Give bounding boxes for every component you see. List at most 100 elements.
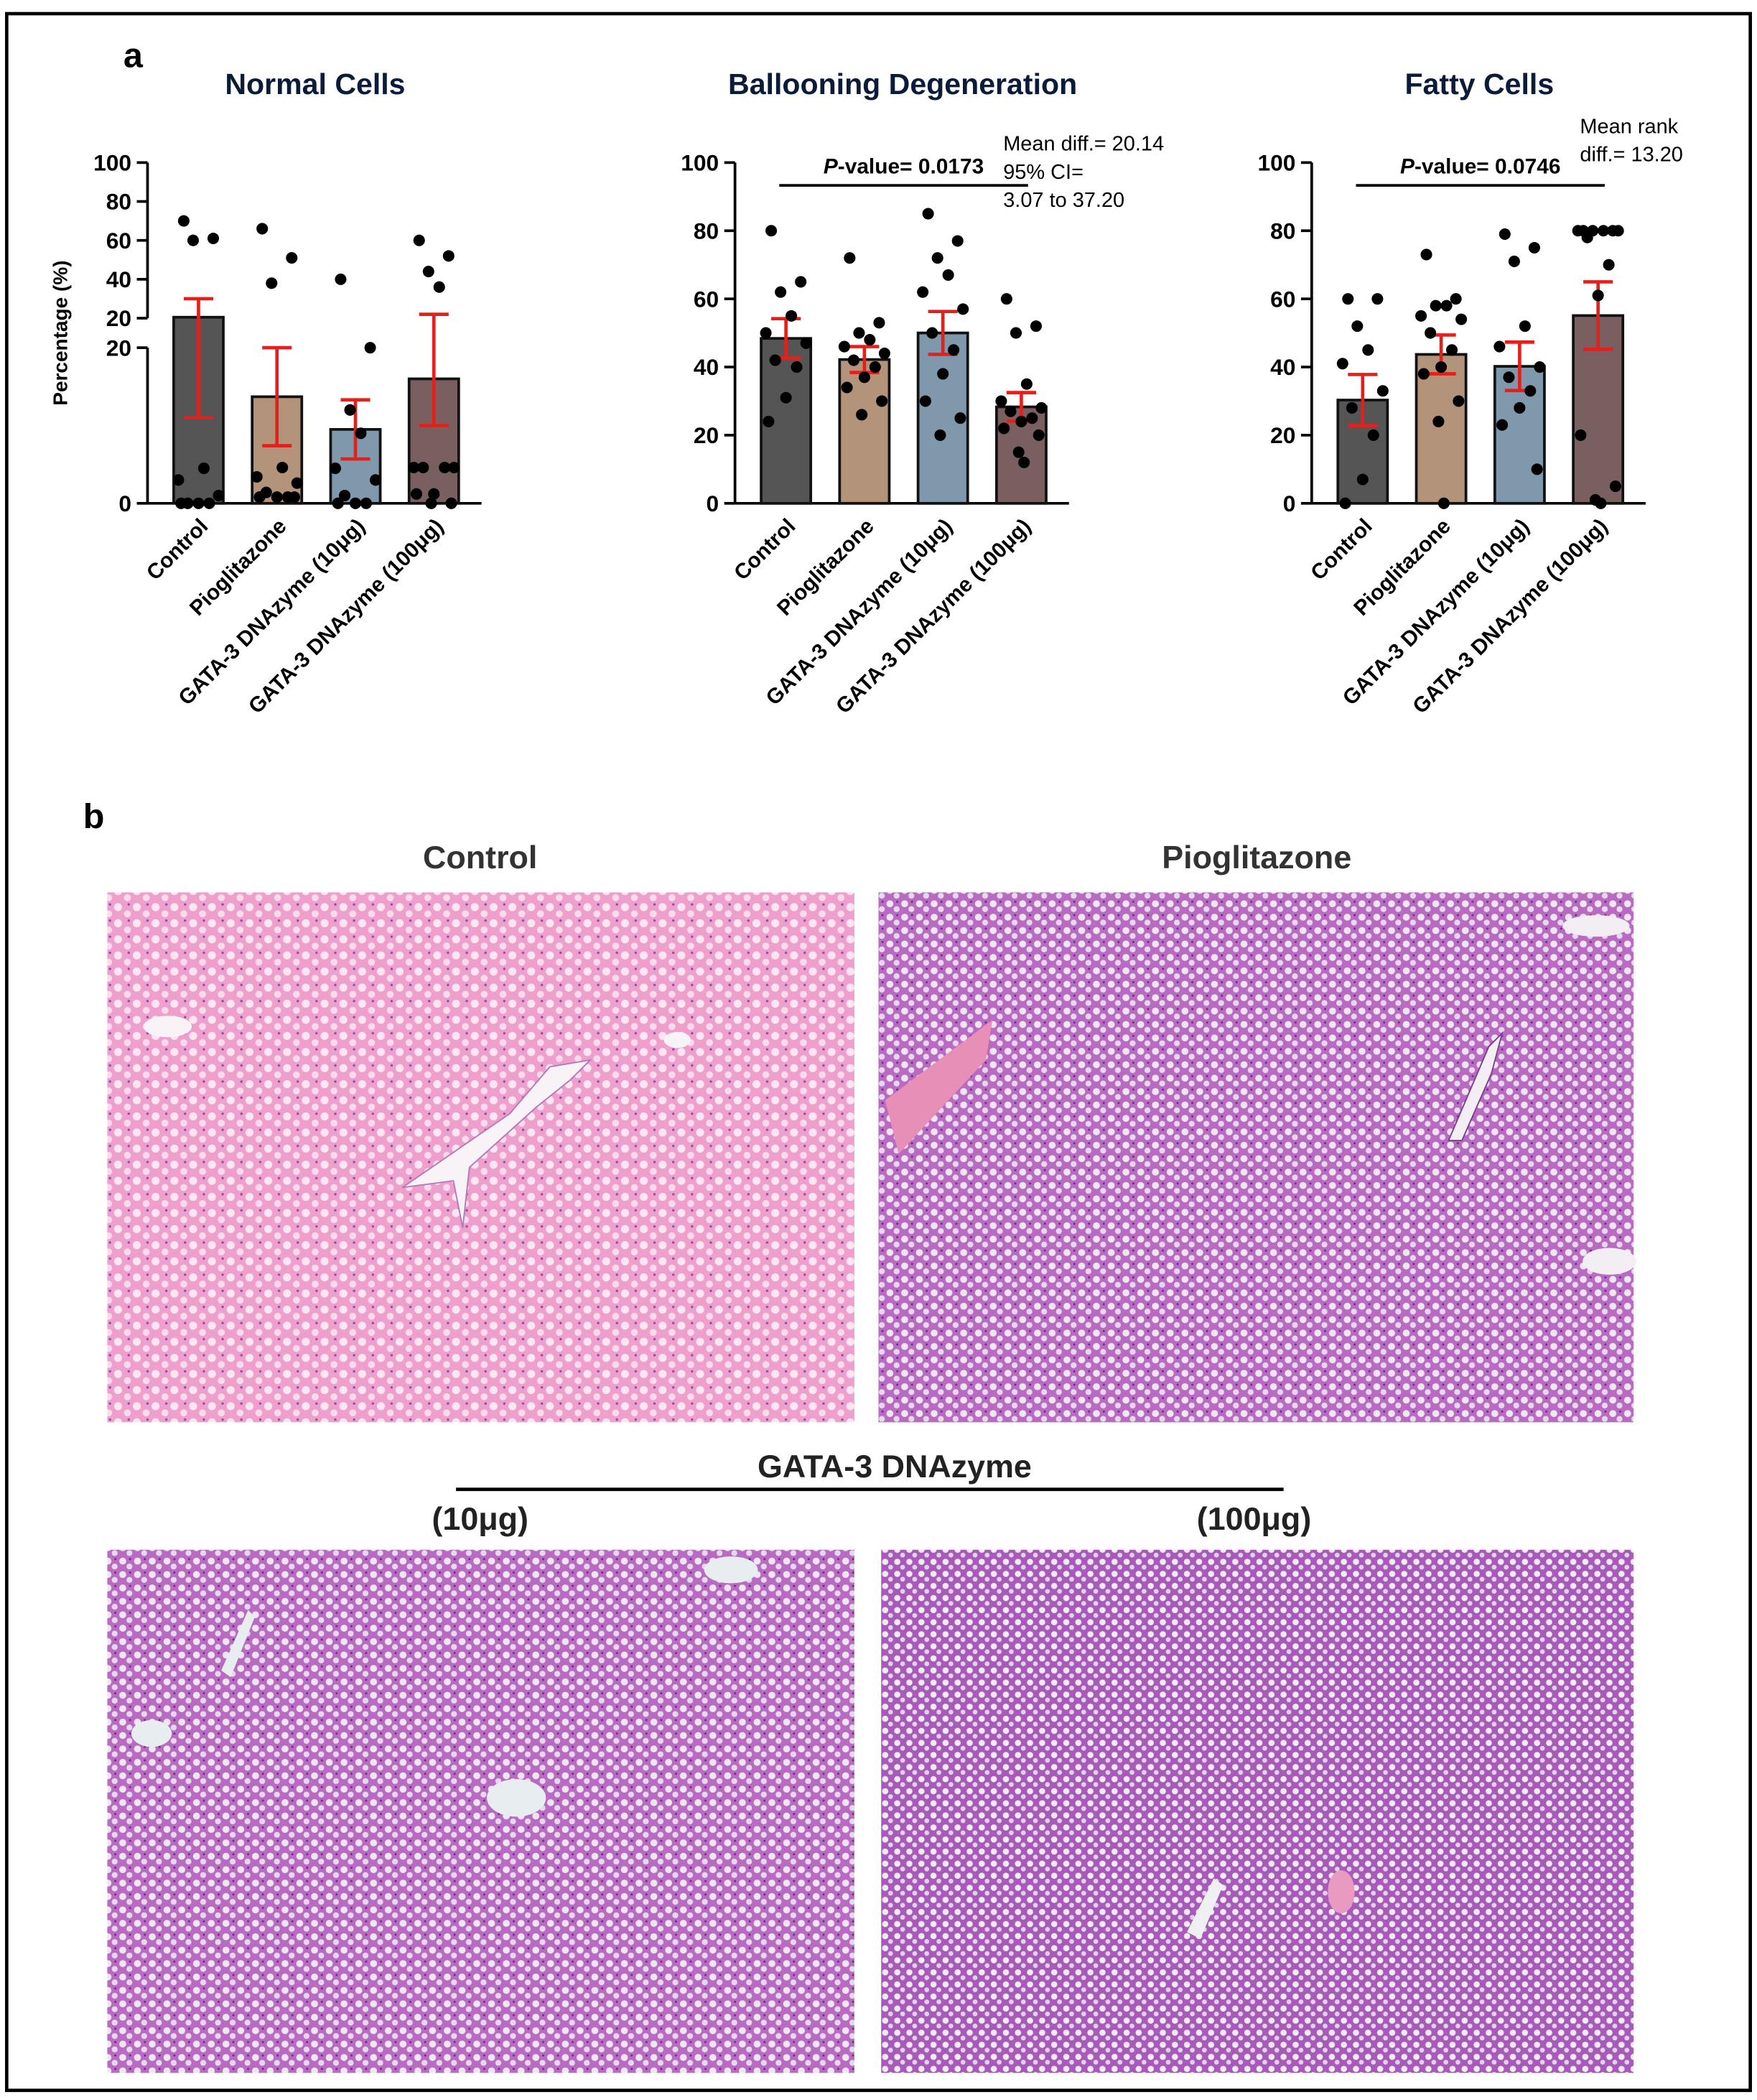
x-tick-label: Control [1306, 514, 1376, 585]
data-point [410, 488, 423, 500]
data-point [1342, 293, 1354, 305]
p-value: P-value= 0.0746 [1400, 154, 1560, 178]
chart-title: Ballooning Degeneration [728, 68, 1077, 101]
data-point [1455, 313, 1468, 325]
data-point [433, 281, 445, 293]
data-point [1528, 241, 1540, 254]
y-tick-label: 60 [1270, 286, 1295, 312]
data-point [1351, 320, 1364, 333]
data-point [286, 252, 298, 264]
y-tick-label: 0 [118, 491, 131, 516]
data-point [1598, 225, 1610, 237]
data-point [369, 474, 382, 486]
histology-gata3-10 [107, 1549, 854, 2073]
error-bar [1348, 373, 1378, 427]
y-tick-label: 20 [1270, 422, 1295, 448]
data-point [1026, 412, 1038, 424]
p-text: -value= 0.0173 [838, 154, 984, 178]
data-point [413, 234, 425, 246]
data-point [251, 470, 263, 483]
data-point [192, 497, 205, 509]
y-tick-label: 80 [1270, 218, 1295, 243]
data-point [876, 395, 888, 407]
data-point [922, 208, 934, 220]
data-point [1581, 231, 1593, 243]
data-point [448, 461, 460, 474]
data-point [1339, 497, 1351, 509]
data-point [1035, 401, 1048, 414]
data-point [1453, 395, 1465, 407]
panel-label: b [83, 797, 105, 836]
data-point [1503, 371, 1515, 384]
data-point [256, 223, 269, 235]
chart-title: Normal Cells [225, 68, 405, 101]
group-title: GATA-3 DNAzyme [758, 1448, 1032, 1485]
data-point [1336, 358, 1348, 370]
data-point [1012, 446, 1025, 458]
data-point [775, 286, 787, 298]
data-point [1415, 310, 1427, 322]
data-point [425, 497, 437, 509]
data-point [335, 273, 347, 285]
annotation: Mean diff.= 20.14 [1003, 133, 1164, 156]
data-point [856, 409, 868, 421]
data-point [1356, 473, 1369, 485]
error-bar [262, 345, 292, 447]
data-point [791, 361, 803, 373]
data-point [355, 427, 367, 440]
y-tick-label: 20 [106, 335, 131, 361]
data-point [417, 461, 429, 474]
data-point [329, 463, 342, 475]
data-point [1432, 415, 1445, 427]
data-point [1531, 463, 1543, 475]
data-point [360, 497, 372, 509]
data-point [288, 491, 301, 503]
data-point [795, 276, 807, 288]
y-tick-label: 60 [694, 286, 719, 312]
data-point [948, 344, 960, 356]
y-tick-label: 60 [106, 228, 131, 254]
image-title: Control [423, 839, 537, 875]
data-point [838, 340, 850, 353]
data-point [1499, 228, 1511, 241]
data-point [878, 348, 890, 360]
data-point [344, 404, 356, 416]
data-point [442, 250, 455, 262]
data-point [919, 395, 931, 407]
data-point [937, 368, 949, 380]
data-point [942, 269, 954, 281]
data-point [1603, 259, 1615, 271]
data-point [1595, 497, 1607, 509]
figure-border [5, 11, 1752, 2092]
data-point [207, 232, 220, 245]
x-tick-label: Control [730, 514, 800, 585]
data-point [841, 381, 853, 394]
annotation: diff.= 13.20 [1580, 143, 1682, 166]
y-tick-label: 80 [106, 189, 131, 215]
data-point [1030, 320, 1043, 333]
data-point [869, 361, 881, 373]
data-point [954, 412, 966, 424]
data-point [917, 286, 929, 298]
error-bar [183, 297, 214, 419]
data-point [786, 310, 798, 322]
annotation: Mean rank [1580, 115, 1678, 138]
data-point [187, 234, 200, 246]
data-point [934, 429, 946, 441]
p-value: P-value= 0.0173 [824, 154, 984, 178]
data-point [763, 415, 775, 427]
annotation: 95% CI= [1003, 161, 1083, 184]
data-point [213, 489, 225, 502]
data-point [873, 317, 885, 329]
data-point [266, 277, 278, 289]
p-symbol: P [1400, 154, 1415, 178]
data-point [364, 342, 376, 354]
data-point [332, 497, 344, 509]
data-point [203, 497, 215, 509]
data-point [1524, 385, 1537, 397]
data-point [408, 461, 420, 474]
data-point [1440, 299, 1453, 312]
data-point [1592, 289, 1604, 302]
data-point [1430, 299, 1442, 312]
